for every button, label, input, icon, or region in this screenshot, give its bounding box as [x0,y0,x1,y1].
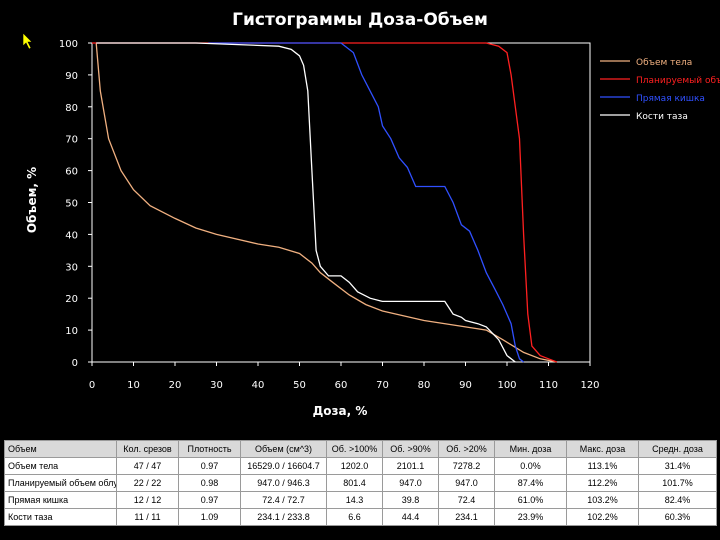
column-header[interactable]: Об. >20% [438,440,495,458]
cursor-arrow-icon [22,32,33,50]
table-cell: 0.98 [178,474,241,492]
plot-frame [91,42,591,363]
table-cell: 801.4 [326,474,383,492]
table-cell: Прямая кишка [4,491,117,509]
table-cell: 72.4 [438,491,495,509]
x-tick-label: 120 [580,380,599,391]
x-tick-label: 0 [89,380,95,391]
y-tick-label: 20 [65,294,78,305]
column-header[interactable]: Макс. доза [566,440,639,458]
table-cell: 39.8 [382,491,439,509]
table-cell: 7278.2 [438,457,495,475]
table-cell: 47 / 47 [116,457,179,475]
x-tick-label: 90 [459,380,472,391]
table-cell: 102.2% [566,508,639,526]
y-tick-label: 50 [65,199,78,210]
x-tick-label: 40 [252,380,265,391]
y-tick-label: 40 [65,230,78,241]
series-line-2 [208,42,524,363]
series-line-0 [95,42,557,363]
table-cell: 0.97 [178,457,241,475]
table-cell: 101.7% [638,474,717,492]
dvh-statistics-table: Объем Кол. срезов Плотность Объем (см^3) Об.… [4,440,717,526]
table-cell: Объем тела [4,457,117,475]
legend-label-0: Объем тела [636,58,692,68]
table-cell: 0.0% [494,457,567,475]
table-cell: 82.4% [638,491,717,509]
table-cell: 31.4% [638,457,717,475]
table-cell: 14.3 [326,491,383,509]
table-cell: 11 / 11 [116,508,179,526]
table-cell: 0.97 [178,491,241,509]
table-cell: 44.4 [382,508,439,526]
x-axis-label: Доза, % [313,404,368,418]
table-row[interactable]: Объем тела 47 / 47 0.97 16529.0 / 16604.7 12… [4,457,717,475]
table-row[interactable]: Прямая кишка 12 / 12 0.97 72.4 / 72.7 14.3 39… [4,491,717,509]
table-cell: 234.1 [438,508,495,526]
series-line-3 [96,42,516,363]
column-header[interactable]: Об. >90% [382,440,439,458]
table-cell: 947.0 / 946.3 [240,474,327,492]
table-cell: 2101.1 [382,457,439,475]
table-cell: Планируемый объем облуче [4,474,117,492]
column-header[interactable]: Средн. доза [638,440,717,458]
chart-title: Гистограммы Доза-Объем [232,10,488,30]
dvh-chart: 0 10 20 30 40 50 60 70 80 90 100 110 120 0 10 20 30 40 50 6… [25,39,720,418]
x-tick-label: 10 [127,380,140,391]
table-cell: 113.1% [566,457,639,475]
table-cell: 1202.0 [326,457,383,475]
table-cell: 22 / 22 [116,474,179,492]
y-tick-label: 80 [65,103,78,114]
y-tick-label: 90 [65,71,78,82]
column-header[interactable]: Кол. срезов [116,440,179,458]
table-cell: 61.0% [494,491,567,509]
series-line-1 [92,42,558,363]
table-cell: 60.3% [638,508,717,526]
table-cell: 23.9% [494,508,567,526]
y-axis-label: Объем, % [25,167,39,233]
y-tick-label: 100 [59,39,78,50]
x-tick-label: 20 [169,380,182,391]
table-row[interactable]: Кости таза 11 / 11 1.09 234.1 / 233.8 6.6 44.… [4,508,717,526]
table-cell: 12 / 12 [116,491,179,509]
x-tick-label: 80 [418,380,431,391]
table-cell: 16529.0 / 16604.7 [240,457,327,475]
table-cell: 112.2% [566,474,639,492]
legend-label-2: Прямая кишка [636,94,705,104]
y-tick-label: 30 [65,262,78,273]
column-header[interactable]: Объем (см^3) [240,440,327,458]
column-header[interactable]: Об. >100% [326,440,383,458]
x-tick-label: 100 [497,380,516,391]
table-cell: Кости таза [4,508,117,526]
x-tick-label: 70 [376,380,389,391]
table-cell: 6.6 [326,508,383,526]
table-cell: 87.4% [494,474,567,492]
column-header[interactable]: Объем [4,440,117,458]
x-tick-label: 50 [293,380,306,391]
table-cell: 72.4 / 72.7 [240,491,327,509]
column-header[interactable]: Мин. доза [494,440,567,458]
table-cell: 947.0 [438,474,495,492]
table-cell: 1.09 [178,508,241,526]
table-header-row: Объем Кол. срезов Плотность Объем (см^3) Об.… [4,440,717,458]
table-cell: 103.2% [566,491,639,509]
x-tick-label: 60 [335,380,348,391]
table-row[interactable]: Планируемый объем облуче 22 / 22 0.98 947.0… [4,474,717,492]
y-tick-label: 60 [65,167,78,178]
table-cell: 234.1 / 233.8 [240,508,327,526]
column-header[interactable]: Плотность [178,440,241,458]
y-tick-label: 10 [65,326,78,337]
table-cell: 947.0 [382,474,439,492]
x-tick-label: 30 [210,380,223,391]
x-tick-label: 110 [539,380,558,391]
legend-label-3: Кости таза [636,112,688,122]
legend-label-1: Планируемый объем [636,76,720,86]
y-tick-label: 0 [72,358,78,369]
y-tick-label: 70 [65,135,78,146]
